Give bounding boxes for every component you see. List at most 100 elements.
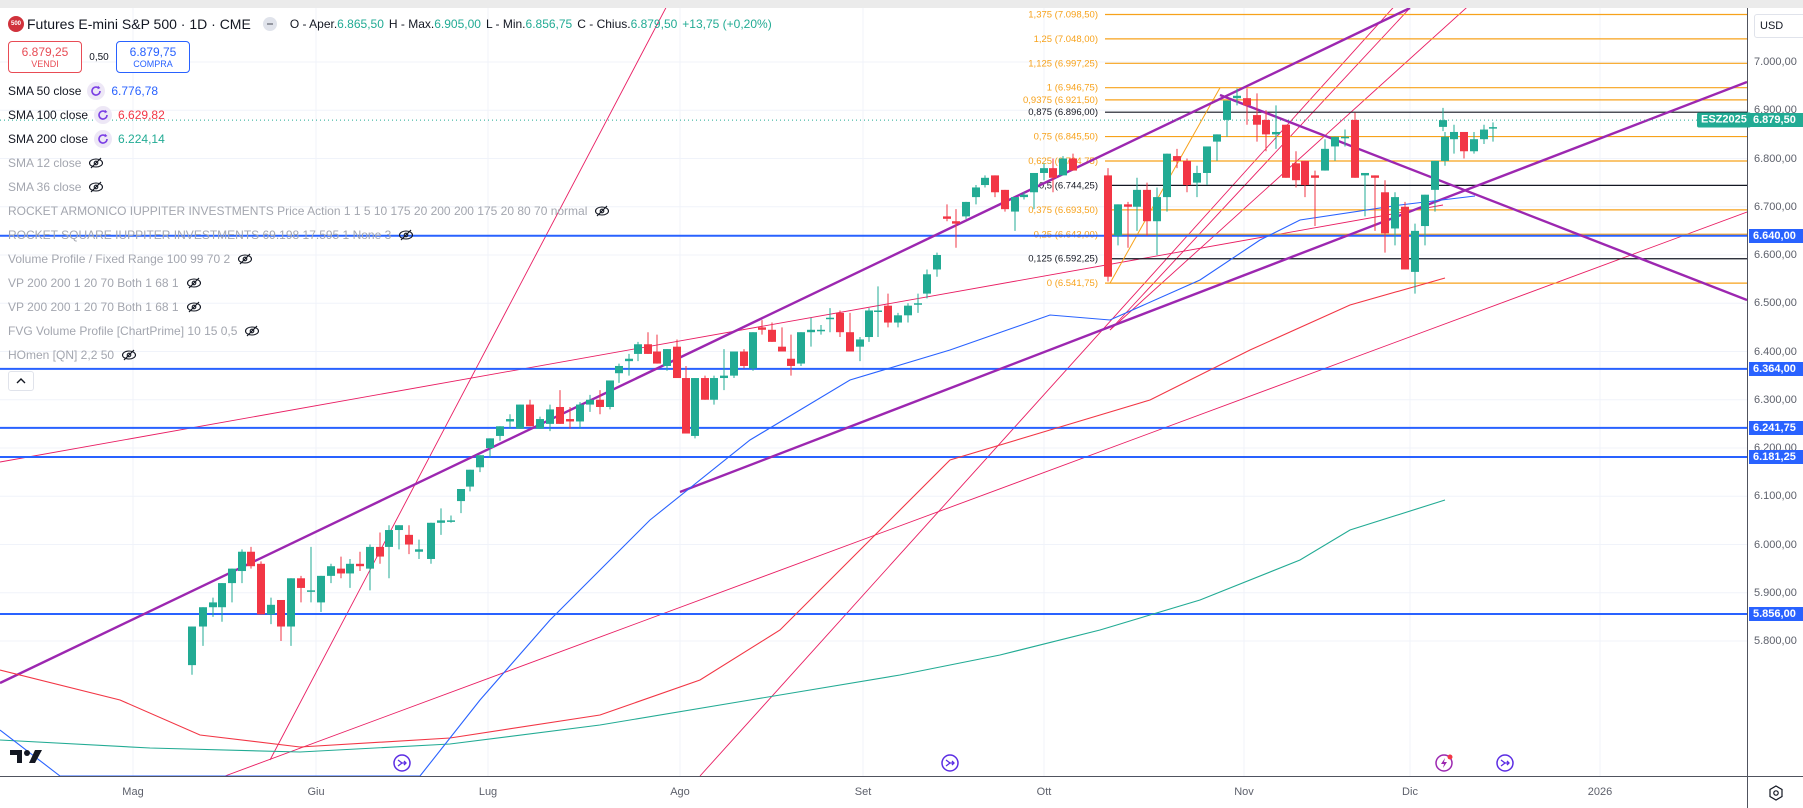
candle-body: [1371, 175, 1379, 178]
candle-body: [874, 310, 882, 312]
candle-body: [546, 409, 554, 424]
indicator-row[interactable]: SMA 12 close: [8, 151, 772, 175]
eye-hidden-icon[interactable]: [87, 178, 105, 196]
tradingview-logo[interactable]: [10, 748, 44, 769]
indicator-name: Volume Profile / Fixed Range 100 99 70 2: [8, 252, 231, 266]
candle-body: [1203, 146, 1211, 173]
earnings-flash-icon[interactable]: [1434, 753, 1454, 773]
eye-hidden-icon[interactable]: [120, 346, 138, 364]
candle-body: [576, 404, 584, 422]
candle-body: [1114, 204, 1122, 236]
candle-body: [405, 534, 413, 545]
currency-selector[interactable]: USD: [1754, 14, 1803, 38]
candle-body: [385, 530, 393, 547]
candle-body: [943, 216, 951, 219]
indicator-name: SMA 100 close: [8, 108, 89, 122]
indicator-row[interactable]: HOmen [QN] 2,2 50: [8, 343, 772, 367]
chart-settings-button[interactable]: [1747, 776, 1803, 808]
price-level-badge[interactable]: 6.640,00: [1749, 228, 1803, 243]
indicator-name: SMA 50 close: [8, 84, 82, 98]
ohlc-high-label: H - Max.: [388, 17, 435, 31]
buy-button[interactable]: 6.879,75 COMPRA: [116, 41, 190, 73]
indicator-row[interactable]: SMA 50 close 6.776,78: [8, 79, 772, 103]
indicator-row[interactable]: SMA 200 close 6.224,14: [8, 127, 772, 151]
candle-body: [817, 329, 825, 332]
indicator-row[interactable]: ROCKET ARMONICO IUPPITER INVESTMENTS Pri…: [8, 199, 772, 223]
candlestick-chart[interactable]: 1,375 (7.098,50) 1,25 (7.048,00) 1,125 (6.…: [0, 8, 1747, 776]
refresh-icon[interactable]: [94, 106, 113, 124]
eye-hidden-icon[interactable]: [593, 202, 611, 220]
indicator-value: 6.776,78: [111, 84, 159, 98]
time-axis[interactable]: Mag Giu Lug Ago Set Ott Nov Dic 2026: [0, 776, 1747, 808]
eye-hidden-icon[interactable]: [185, 274, 203, 292]
symbol-title[interactable]: Futures E-mini S&P 500 · 1D · CME: [27, 16, 251, 32]
candle-body: [267, 604, 275, 615]
eye-hidden-icon[interactable]: [236, 250, 254, 268]
time-tick-label: Dic: [1402, 786, 1418, 798]
fib-level-label: 0,75 (6.845,50): [1034, 132, 1098, 143]
candle-body: [730, 351, 738, 376]
candle-body: [1262, 119, 1270, 135]
indicator-row[interactable]: ROCKET SQUARE IUPPITER INVESTMENTS 69.19…: [8, 223, 772, 247]
channel-line: [1219, 93, 1747, 302]
indicator-row[interactable]: SMA 100 close 6.629,82: [8, 103, 772, 127]
candle-body: [317, 575, 325, 603]
indicator-row[interactable]: VP 200 200 1 20 70 Both 1 68 1: [8, 295, 772, 319]
candle-body: [1030, 172, 1038, 193]
eye-hidden-icon[interactable]: [87, 154, 105, 172]
price-tick-label: 6.800,00: [1754, 152, 1797, 165]
candle-body: [526, 404, 534, 427]
sell-price: 6.879,25: [21, 44, 69, 59]
price-level-badge[interactable]: 6.241,75: [1749, 420, 1803, 435]
indicator-value: 6.224,14: [118, 132, 165, 146]
candle-body: [644, 344, 652, 354]
dividend-event-icon[interactable]: [1495, 753, 1515, 773]
candle-body: [768, 329, 776, 342]
eye-hidden-icon[interactable]: [397, 226, 415, 244]
ohlc-close-value: 6.879,50: [630, 17, 678, 31]
price-level-badge[interactable]: 6.181,25: [1749, 450, 1803, 465]
candle-body: [1133, 189, 1141, 207]
candle-body: [447, 520, 455, 522]
candle-body: [415, 549, 423, 552]
dividend-event-icon[interactable]: [940, 753, 960, 773]
candle-body: [566, 419, 574, 422]
eye-hidden-icon[interactable]: [185, 298, 203, 316]
candle-body: [366, 546, 374, 569]
refresh-icon[interactable]: [87, 82, 106, 100]
currency-label: USD: [1760, 20, 1784, 32]
refresh-icon[interactable]: [94, 130, 113, 148]
last-candle-body: [1439, 120, 1447, 127]
indicator-row[interactable]: Volume Profile / Fixed Range 100 99 70 2: [8, 247, 772, 271]
tradingview-logo-icon: [10, 750, 42, 763]
candle-body: [427, 522, 435, 559]
chart-plot-area[interactable]: 1,375 (7.098,50) 1,25 (7.048,00) 1,125 (6.…: [0, 8, 1747, 776]
ohlc-close-label: C - Chius.: [577, 17, 631, 31]
buy-price: 6.879,75: [129, 44, 177, 59]
price-level-badge[interactable]: 5.856,00: [1749, 606, 1803, 621]
candle-body: [836, 312, 844, 333]
candle-body: [1282, 124, 1290, 178]
dividend-event-icon[interactable]: [392, 753, 412, 773]
fib-level-label: 0 (6.541,75): [1047, 278, 1098, 289]
price-level-badge[interactable]: 6.364,00: [1749, 361, 1803, 376]
indicator-row[interactable]: FVG Volume Profile [ChartPrime] 10 15 0,…: [8, 319, 772, 343]
candle-body: [218, 583, 226, 608]
sell-button[interactable]: 6.879,25 VENDI: [8, 41, 82, 73]
candle-body: [778, 346, 786, 352]
time-tick-label: Mag: [122, 786, 144, 798]
indicator-row[interactable]: SMA 36 close: [8, 175, 772, 199]
legend-menu-button[interactable]: [262, 17, 277, 31]
candle-body: [972, 187, 980, 198]
fib-level-label: 1 (6.946,75): [1047, 83, 1098, 94]
indicator-row[interactable]: VP 200 200 1 20 70 Both 1 68 1: [8, 271, 772, 295]
candle-body: [496, 426, 504, 436]
eye-hidden-icon[interactable]: [243, 322, 261, 340]
candle-body: [1011, 197, 1019, 212]
price-axis[interactable]: USD 7.000,00 6.900,00 6.800,00 6.700,00 6.60…: [1747, 8, 1803, 776]
collapse-legend-button[interactable]: [8, 371, 34, 391]
ohlc-low-value: 6.856,75: [525, 17, 573, 31]
candle-body: [277, 599, 285, 627]
spread-value: 0,50: [89, 51, 109, 63]
candle-body: [596, 399, 604, 407]
